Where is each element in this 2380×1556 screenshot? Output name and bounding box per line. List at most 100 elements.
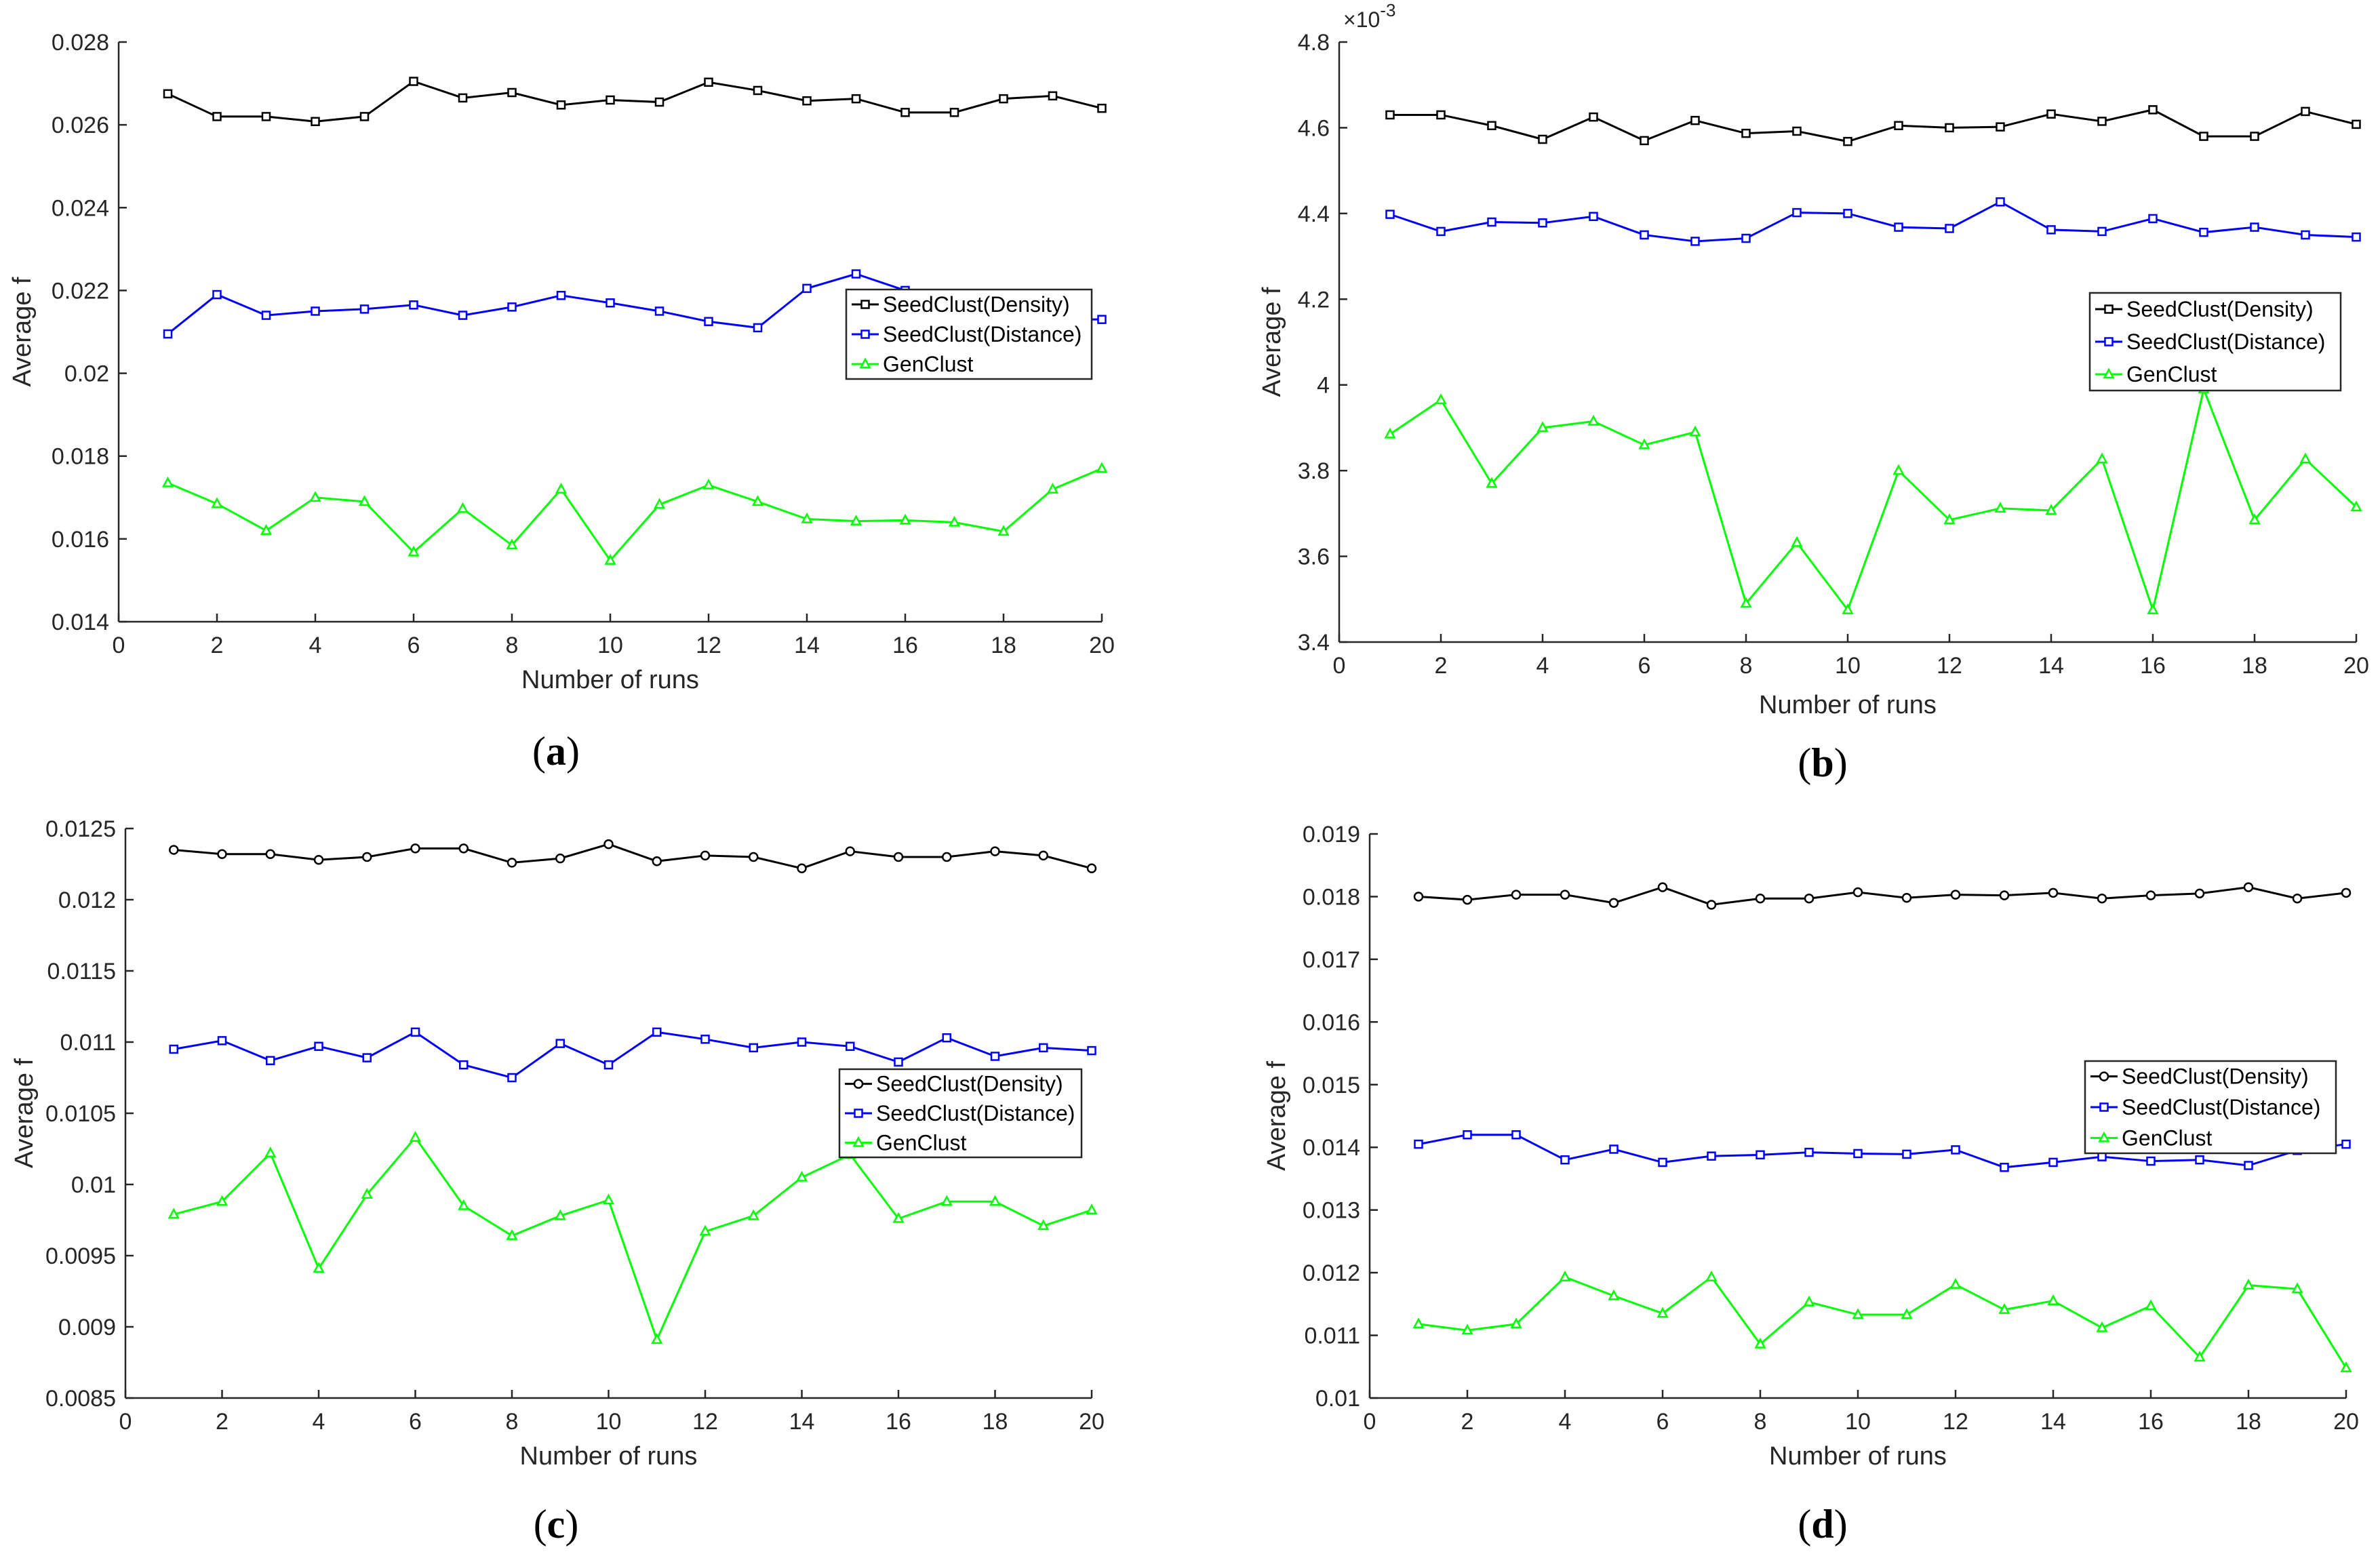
data-point — [602, 1193, 615, 1205]
x-tick-label: 20 — [2343, 653, 2369, 679]
data-point — [216, 1195, 229, 1206]
y-tick-label: 0.02 — [64, 361, 109, 387]
data-point — [652, 856, 662, 866]
data-point — [2352, 119, 2361, 129]
y-tick-label: 0.0085 — [45, 1386, 116, 1412]
data-point — [261, 112, 271, 121]
data-point — [1950, 890, 1961, 900]
y-axis-label: Average f — [10, 1058, 39, 1168]
data-point — [458, 311, 468, 320]
data-point — [1589, 212, 1598, 222]
data-point — [311, 306, 320, 316]
data-point — [1755, 893, 1766, 904]
data-point — [653, 498, 666, 509]
data-point — [846, 1041, 855, 1052]
data-point — [802, 96, 812, 106]
data-point — [507, 858, 517, 868]
data-point — [1048, 91, 1058, 101]
data-point — [408, 545, 420, 557]
legend-label: SeedClust(Density) — [2126, 297, 2314, 321]
data-point — [999, 94, 1008, 104]
data-point — [314, 1041, 323, 1052]
x-tick-label: 14 — [794, 633, 820, 658]
data-point — [1951, 1145, 1960, 1155]
data-point — [1804, 893, 1814, 904]
y-tick-label: 0.009 — [58, 1315, 116, 1340]
data-point — [359, 304, 370, 314]
data-point — [217, 1036, 227, 1045]
data-point — [654, 97, 665, 107]
data-point — [699, 1224, 711, 1236]
x-tick-label: 18 — [2236, 1409, 2261, 1435]
y-tick-label: 0.026 — [52, 113, 109, 138]
x-tick-label: 16 — [886, 1409, 911, 1435]
x-tick-label: 10 — [596, 1409, 622, 1435]
x-tick-label: 8 — [506, 633, 519, 658]
x-tick-label: 10 — [1835, 653, 1861, 679]
data-point — [2352, 232, 2361, 242]
data-point — [409, 300, 418, 310]
data-point — [2046, 225, 2056, 235]
x-tick-label: 6 — [1638, 653, 1651, 679]
legend-box — [2088, 292, 2342, 392]
series-line — [1418, 1134, 2347, 1169]
data-point — [161, 476, 174, 487]
data-point — [2250, 132, 2259, 141]
x-tick-label: 6 — [408, 633, 420, 658]
data-point — [410, 1027, 420, 1037]
data-point — [948, 515, 961, 527]
data-point — [2248, 513, 2261, 525]
data-point — [1943, 513, 1956, 525]
legend-label: GenClust — [2122, 1125, 2213, 1150]
data-point — [1511, 890, 1522, 900]
legend-marker — [852, 1136, 865, 1147]
data-point — [850, 514, 862, 525]
legend-box — [845, 288, 1093, 380]
data-point — [989, 1195, 1001, 1206]
data-point — [1097, 103, 1107, 113]
data-point — [1996, 197, 2005, 207]
x-tick-label: 16 — [2138, 1409, 2164, 1435]
series-line — [173, 1031, 1092, 1079]
legend-marker — [859, 357, 871, 369]
data-point — [1436, 226, 1446, 237]
data-point — [899, 513, 911, 525]
x-tick-label: 0 — [113, 633, 125, 658]
legend-marker — [2098, 1131, 2110, 1142]
data-point — [2046, 109, 2056, 119]
data-point — [1462, 894, 1473, 905]
x-tick-label: 12 — [1937, 653, 1962, 679]
y-tick-label: 0.0105 — [45, 1101, 116, 1127]
data-point — [1538, 218, 1547, 228]
series-line — [1418, 1275, 2347, 1369]
data-point — [900, 108, 910, 117]
data-point — [2292, 893, 2303, 904]
series-density — [1413, 882, 2352, 910]
y-tick-label: 3.4 — [1298, 630, 1330, 656]
x-tick-label: 8 — [506, 1409, 519, 1435]
data-point — [163, 329, 173, 339]
x-tick-label: 10 — [1845, 1409, 1871, 1435]
y-axis-label: Average f — [1258, 287, 1286, 397]
data-point — [163, 89, 173, 99]
x-tick-label: 18 — [2242, 653, 2267, 679]
data-point — [507, 1073, 517, 1083]
data-point — [2301, 230, 2310, 240]
series-density — [169, 839, 1097, 874]
data-point — [266, 1056, 275, 1066]
data-point — [990, 846, 1000, 856]
series-genclust — [1384, 382, 2362, 614]
x-axis-label: Number of runs — [520, 1442, 698, 1471]
y-axis-label: Average f — [1263, 1061, 1291, 1171]
series-line — [167, 467, 1103, 563]
data-point — [1792, 126, 1802, 136]
data-point — [1385, 110, 1395, 120]
data-point — [603, 839, 614, 850]
data-point — [1741, 233, 1751, 243]
data-point — [1756, 1150, 1765, 1160]
data-point — [1998, 1303, 2010, 1314]
data-point — [1754, 1337, 1766, 1349]
data-point — [211, 497, 223, 508]
data-point — [1999, 890, 2010, 900]
x-tick-label: 6 — [409, 1409, 422, 1435]
